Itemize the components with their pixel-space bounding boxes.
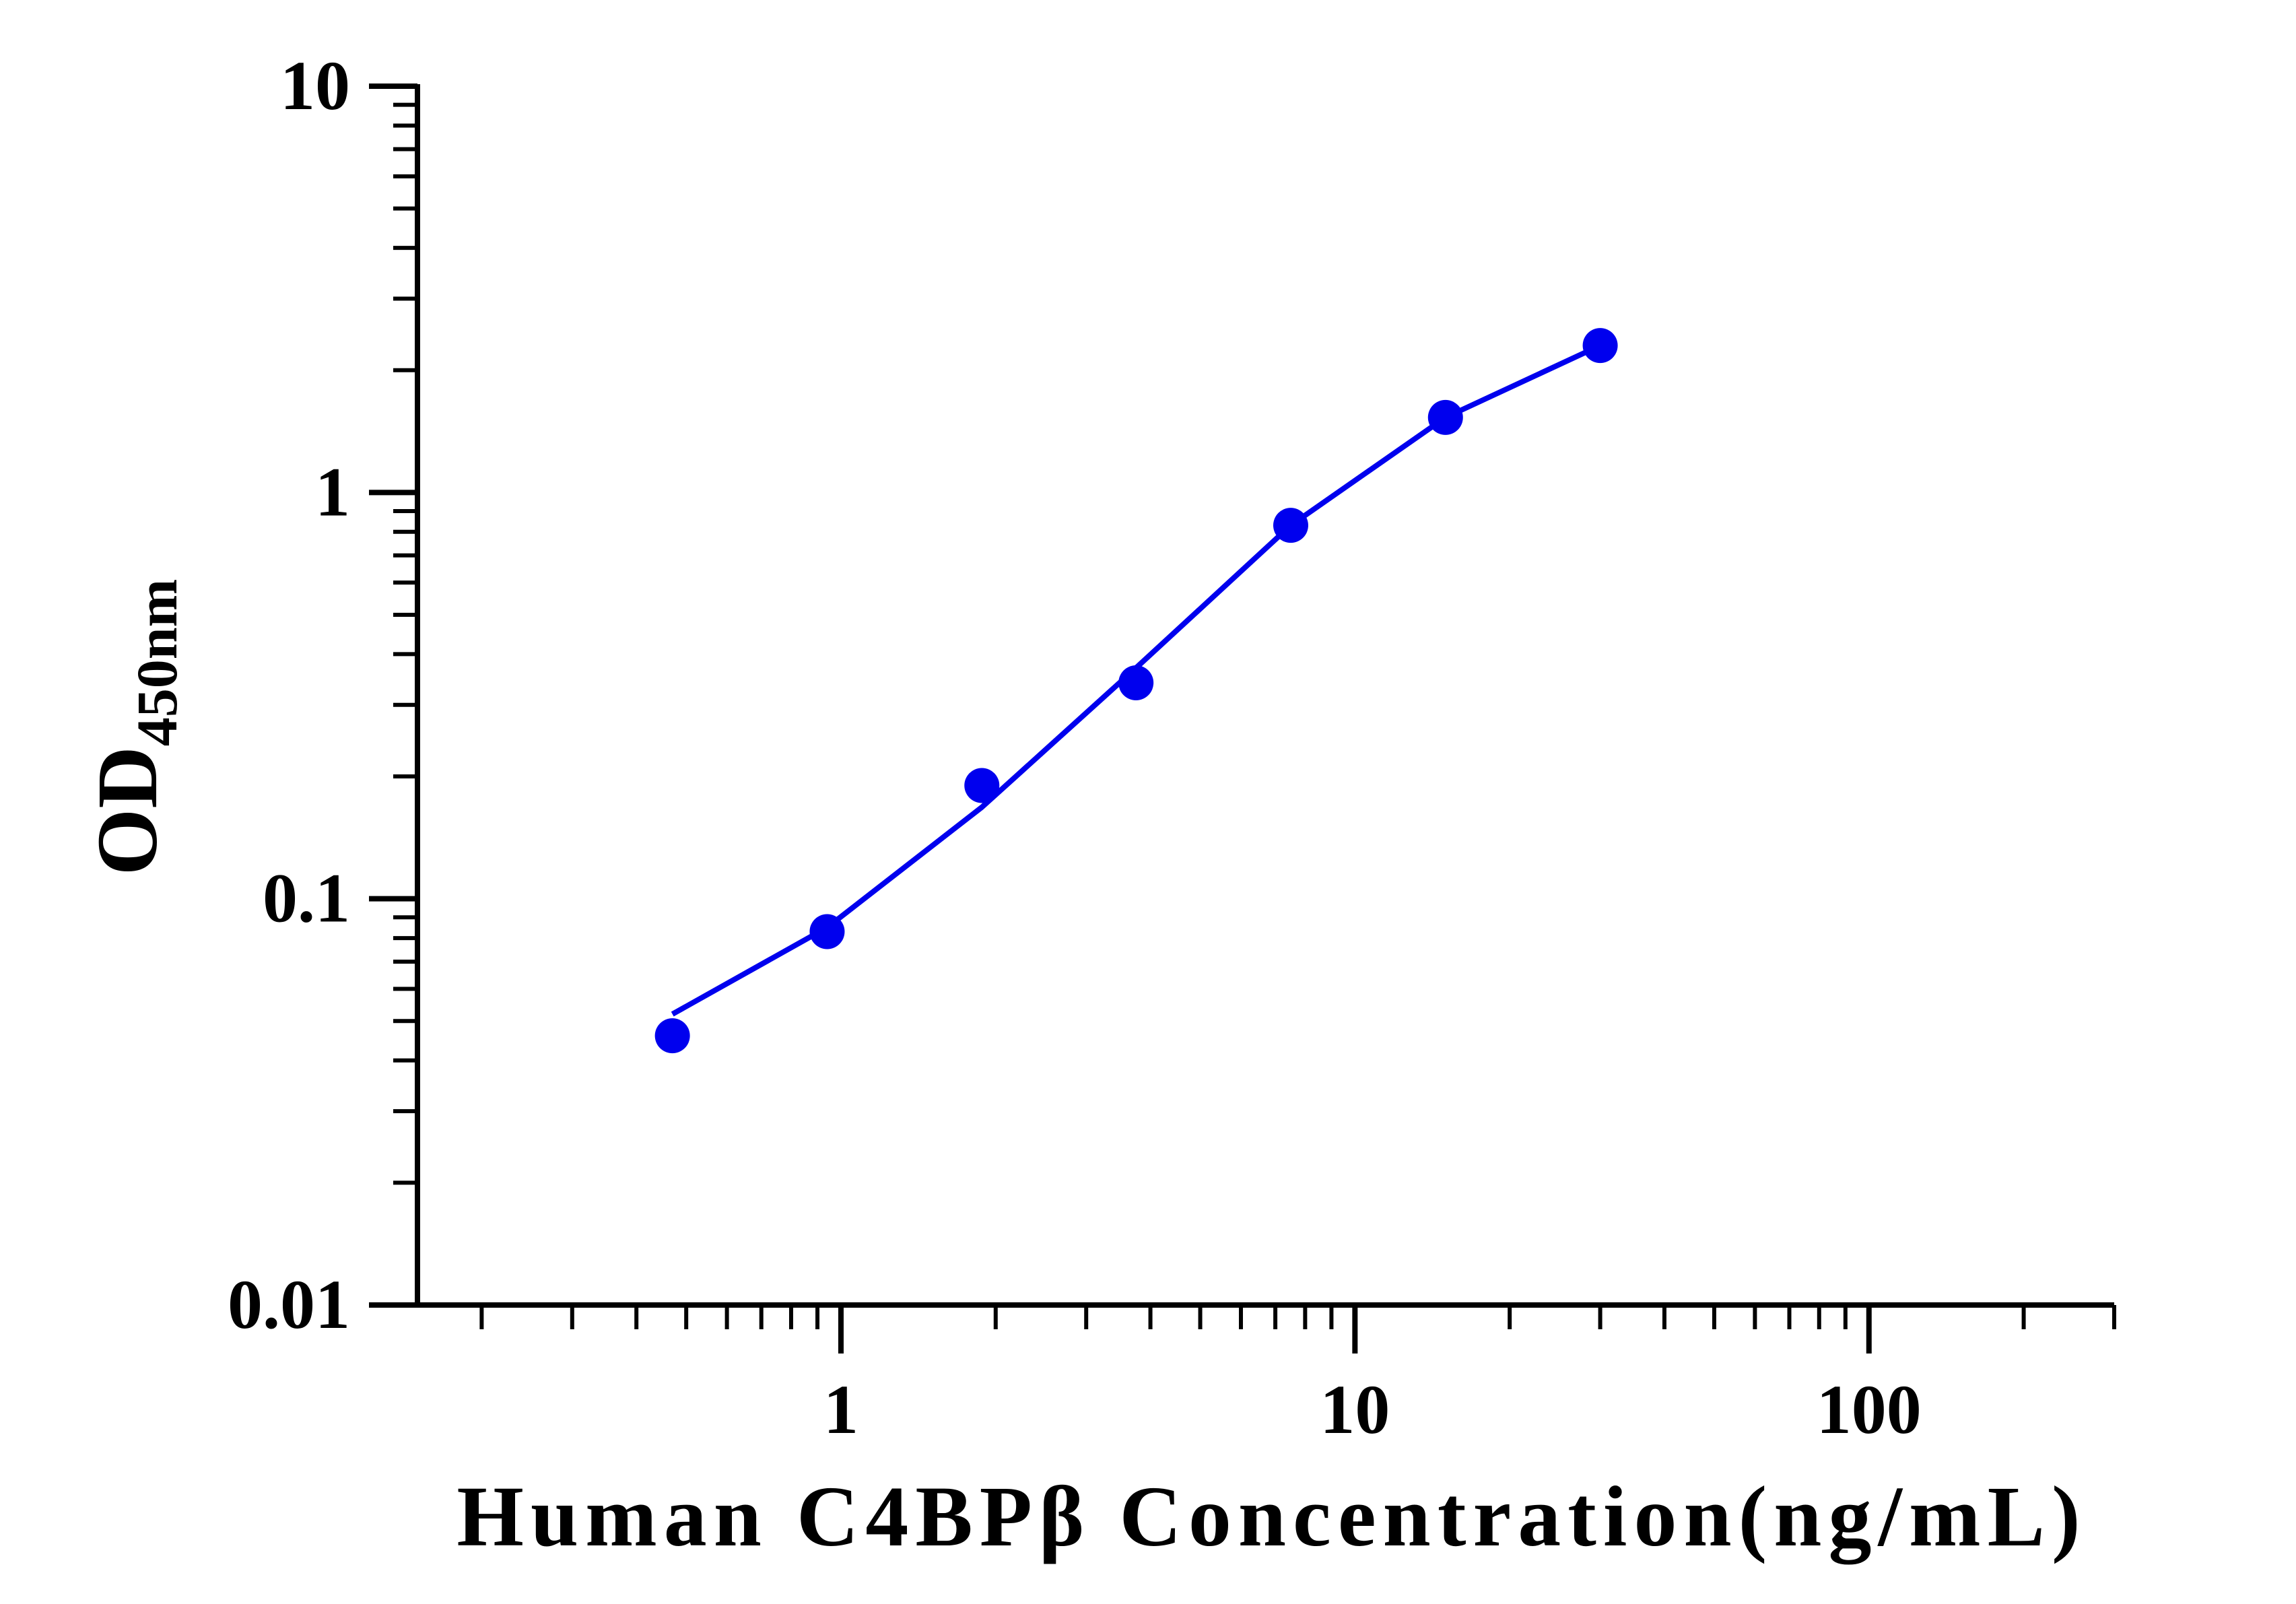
data-point [1427, 399, 1463, 435]
data-points [654, 328, 1618, 1054]
data-point [809, 914, 845, 949]
y-axis-title-subscript: 450nm [125, 579, 189, 746]
x-tick-label: 10 [1320, 1371, 1390, 1448]
data-point [1273, 508, 1308, 543]
y-axis-title-main: OD [79, 746, 175, 875]
data-point [1582, 328, 1618, 364]
y-axis-title: OD450nm [79, 579, 189, 875]
y-tick-label: 0.01 [228, 1266, 350, 1343]
data-point [654, 1018, 690, 1054]
y-axis-ticks: 0.01 0.1 1 10 [228, 47, 417, 1343]
x-axis-title: Human C4BPβ Concentration(ng/mL) [457, 1469, 2087, 1564]
y-tick-label: 0.1 [263, 860, 350, 937]
x-tick-label: 100 [1817, 1371, 1922, 1448]
y-tick-label: 10 [280, 47, 350, 125]
y-tick-label: 1 [315, 453, 350, 531]
data-point [1118, 665, 1154, 701]
axes [415, 84, 2114, 1308]
data-point [964, 768, 1000, 803]
x-axis-ticks: 1 10 100 [479, 1305, 2116, 1448]
x-tick-label: 1 [823, 1371, 858, 1448]
